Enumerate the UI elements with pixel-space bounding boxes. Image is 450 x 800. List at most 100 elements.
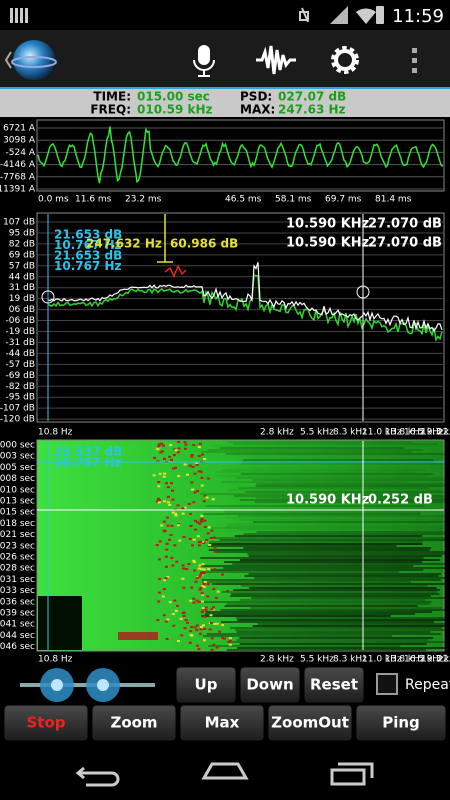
- spectrogram-speckle: [202, 572, 206, 575]
- spectrogram-speckle: [200, 514, 204, 517]
- spectrogram-row: [211, 569, 424, 571]
- nav-back[interactable]: [75, 766, 120, 787]
- spectrogram-row: [226, 525, 450, 527]
- spectrogram-speckle: [188, 464, 192, 467]
- spectrogram-row: [252, 625, 450, 627]
- spectrogram-speckle: [157, 481, 161, 483]
- settings-icon[interactable]: [331, 46, 359, 74]
- spectrogram-speckle: [196, 521, 200, 524]
- spectrogram-row: [205, 505, 425, 507]
- spectrogram-row: [250, 457, 450, 459]
- peak-marker: [157, 214, 173, 263]
- spectrogram-speckle: [226, 590, 230, 593]
- spectrogram-speckle: [165, 482, 168, 485]
- back-caret[interactable]: [4, 51, 12, 69]
- spectrogram-speckle: [195, 624, 199, 627]
- spectrogram-speckle: [201, 593, 204, 596]
- x-label: 19.3 kHz: [421, 428, 450, 438]
- spectrogram-speckle: [206, 477, 210, 480]
- spectrogram-speckle: [201, 453, 205, 456]
- spectrogram-speckle: [179, 617, 183, 620]
- spectrogram-speckle: [166, 576, 170, 578]
- spectrogram-speckle: [157, 485, 161, 488]
- spectrogram-speckle: [162, 520, 166, 523]
- spectrogram-speckle: [198, 522, 202, 525]
- spectrogram-row: [252, 479, 446, 481]
- mic-icon[interactable]: [193, 45, 215, 77]
- button[interactable]: [91, 704, 177, 742]
- spectrogram-speckle: [193, 626, 197, 629]
- spectrogram-speckle: [182, 567, 186, 570]
- spectrogram-speckle: [170, 458, 173, 461]
- checkbox[interactable]: [376, 673, 398, 695]
- wave-icon[interactable]: [256, 45, 296, 75]
- spectrogram-speckle: [183, 506, 187, 509]
- app-logo[interactable]: [13, 40, 55, 80]
- action-bar: [0, 30, 450, 88]
- spectrogram-row: [224, 517, 450, 519]
- spectrogram-speckle: [155, 500, 159, 503]
- spectrogram-speckle: [166, 618, 170, 621]
- spectrogram-speckle: [184, 619, 188, 621]
- spectrogram-speckle: [205, 496, 209, 499]
- spectrogram-row: [206, 633, 441, 635]
- spectrogram-speckle: [204, 609, 208, 612]
- spectrogram-row: [227, 441, 413, 443]
- spectrogram-speckle: [188, 538, 192, 540]
- y-label: 31 dB: [9, 283, 35, 293]
- spectrogram-speckle: [175, 560, 179, 563]
- spectrogram-speckle: [181, 512, 185, 515]
- spectrogram-row: [237, 647, 450, 649]
- x-label: 11.0 kHz: [362, 655, 402, 665]
- spectrogram-speckle: [185, 568, 188, 571]
- spectrogram-row: [232, 563, 450, 565]
- y-label: 013 sec: [0, 497, 35, 507]
- spectrogram-row: [221, 591, 438, 593]
- spectrogram-speckle: [210, 649, 214, 651]
- spectrogram-speckle: [221, 573, 224, 576]
- spectrogram-speckle: [228, 640, 232, 643]
- marker-readout: 21.653 dB: [54, 228, 122, 242]
- button[interactable]: [175, 666, 237, 704]
- spectrogram-speckle: [200, 571, 204, 574]
- button[interactable]: [303, 666, 365, 704]
- spectrogram-speckle: [223, 637, 226, 640]
- spectrogram-speckle: [170, 556, 174, 559]
- spectrogram-speckle: [174, 514, 178, 517]
- spectrogram-speckle: [208, 543, 212, 546]
- spectrogram-speckle: [190, 455, 194, 458]
- overflow-menu[interactable]: [412, 48, 417, 73]
- x-label: 58.1 ms: [275, 195, 312, 205]
- y-label: 028 sec: [0, 564, 35, 574]
- panels: 6721 A 3098 A -524 A -4146 A -7768 A -11391 A…: [0, 119, 450, 748]
- spectrogram-row: [244, 575, 439, 577]
- button[interactable]: [3, 704, 89, 742]
- y-label: 008 sec: [0, 474, 35, 484]
- spectrogram-row: [207, 645, 401, 647]
- spectrogram-row: [225, 511, 421, 513]
- nav-recents[interactable]: [330, 762, 374, 786]
- spectrogram-row: [224, 605, 418, 607]
- spectrogram-speckle: [160, 442, 164, 445]
- spectrogram-speckle: [213, 623, 217, 625]
- spectrogram-row: [233, 495, 450, 497]
- button[interactable]: [355, 704, 447, 742]
- spectrogram-row: [204, 613, 415, 615]
- button[interactable]: [179, 704, 265, 742]
- spectrogram-speckle: [190, 626, 194, 628]
- button[interactable]: [267, 704, 353, 742]
- spectrogram-speckle: [189, 512, 192, 515]
- spectrogram-speckle: [171, 613, 175, 615]
- spectrogram-row: [228, 489, 447, 491]
- x-label: 69.7 ms: [325, 195, 362, 205]
- nav-home[interactable]: [201, 762, 249, 780]
- spectrogram-speckle: [193, 472, 197, 475]
- spectrogram-row: [241, 585, 428, 587]
- button-label: Ping: [382, 714, 420, 732]
- spectrogram-speckle: [164, 620, 168, 623]
- marker-readout: 10.767 Hz: [54, 238, 122, 252]
- button[interactable]: [239, 666, 301, 704]
- spectrogram-speckle: [197, 541, 201, 544]
- spectrogram-row: [201, 615, 391, 617]
- spectrogram-speckle: [193, 519, 197, 522]
